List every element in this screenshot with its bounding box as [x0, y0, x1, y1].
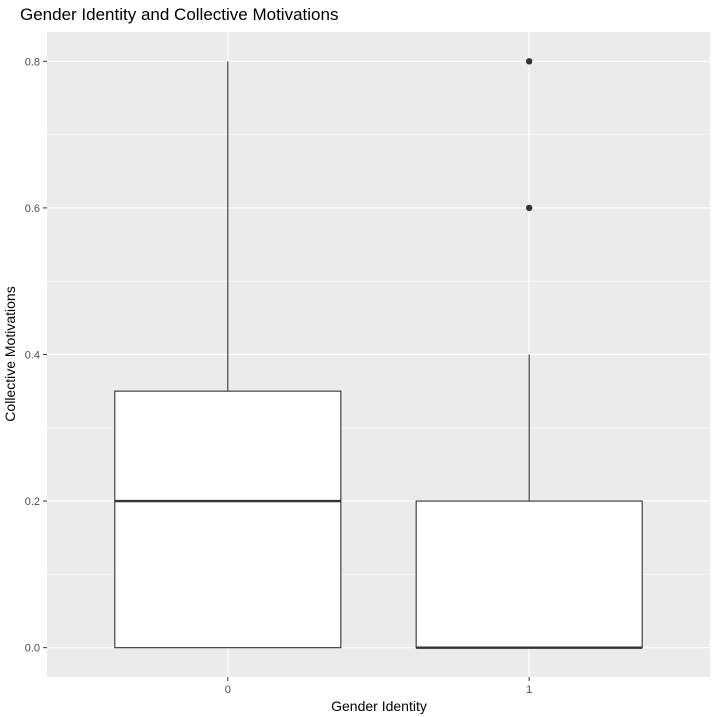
boxplot-0: [114, 61, 342, 649]
y-tick-label: 0.0: [25, 643, 40, 655]
x-axis-title: Gender Identity: [331, 698, 427, 714]
boxplots: [114, 58, 643, 649]
box-iqr: [114, 390, 342, 649]
chart-title: Gender Identity and Collective Motivatio…: [20, 5, 338, 24]
y-tick-label: 0.4: [25, 350, 40, 362]
y-tick-label: 0.8: [25, 56, 40, 68]
y-tick-label: 0.6: [25, 203, 40, 215]
y-axis-title: Collective Motivations: [2, 286, 18, 421]
boxplot-1: [415, 58, 643, 649]
x-tick-label: 0: [225, 684, 231, 696]
outlier-point: [525, 58, 533, 65]
y-axis: 0.0 0.2 0.4 0.6 0.8: [25, 56, 47, 655]
box-iqr: [415, 500, 643, 649]
outlier-point: [525, 204, 533, 212]
y-tick-label: 0.2: [25, 496, 40, 508]
x-tick-label: 1: [526, 684, 532, 696]
